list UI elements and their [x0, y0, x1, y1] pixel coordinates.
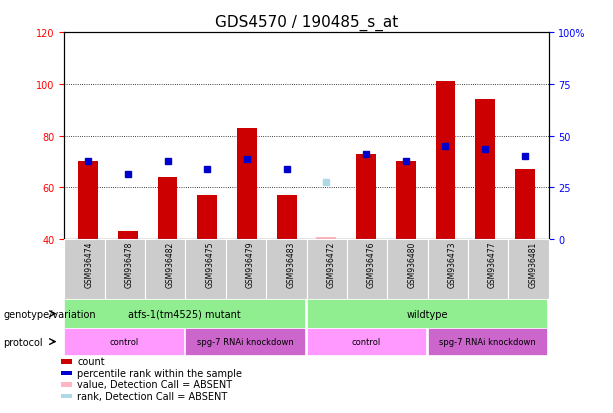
Text: GSM936480: GSM936480 [408, 241, 416, 287]
Text: percentile rank within the sample: percentile rank within the sample [77, 368, 242, 378]
Bar [515, 170, 535, 240]
Bar [237, 128, 257, 240]
Text: atfs-1(tm4525) mutant: atfs-1(tm4525) mutant [129, 309, 241, 319]
Text: GSM936483: GSM936483 [286, 241, 295, 287]
Text: GDS4570 / 190485_s_at: GDS4570 / 190485_s_at [215, 14, 398, 31]
Text: genotype/variation: genotype/variation [3, 309, 96, 319]
Text: GSM936472: GSM936472 [327, 241, 336, 287]
Bar [78, 162, 98, 240]
Text: control: control [110, 337, 139, 346]
Bar [158, 178, 178, 240]
Text: GSM936474: GSM936474 [85, 241, 94, 287]
Text: wildtype: wildtype [406, 309, 447, 319]
Text: protocol: protocol [3, 337, 43, 347]
Bar [316, 237, 337, 240]
Text: GSM936477: GSM936477 [488, 241, 497, 287]
Bar [435, 82, 455, 240]
Text: spg-7 RNAi knockdown: spg-7 RNAi knockdown [439, 337, 536, 346]
Bar [276, 196, 297, 240]
Text: GSM936478: GSM936478 [125, 241, 134, 287]
Text: spg-7 RNAi knockdown: spg-7 RNAi knockdown [197, 337, 294, 346]
Text: control: control [352, 337, 381, 346]
Text: GSM936481: GSM936481 [528, 241, 538, 287]
Bar [118, 232, 138, 240]
Bar [197, 196, 217, 240]
Text: GSM936475: GSM936475 [205, 241, 215, 287]
Text: value, Detection Call = ABSENT: value, Detection Call = ABSENT [77, 380, 232, 389]
Text: GSM936473: GSM936473 [447, 241, 457, 287]
Bar [356, 154, 376, 240]
Bar [475, 100, 495, 240]
Text: GSM936479: GSM936479 [246, 241, 255, 287]
Bar [396, 162, 416, 240]
Text: count: count [77, 356, 105, 366]
Text: GSM936482: GSM936482 [166, 241, 174, 287]
Text: rank, Detection Call = ABSENT: rank, Detection Call = ABSENT [77, 391, 227, 401]
Text: GSM936476: GSM936476 [367, 241, 376, 287]
